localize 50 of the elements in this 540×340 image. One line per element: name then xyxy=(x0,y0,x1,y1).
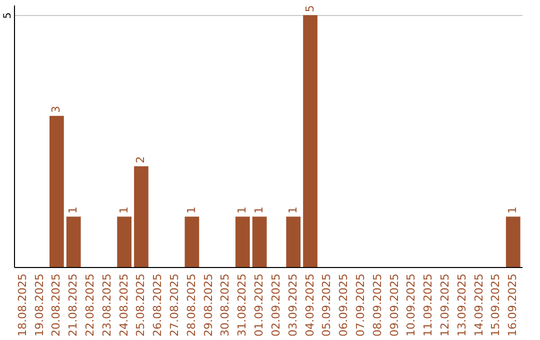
data-label: 1 xyxy=(286,206,300,214)
x-tick-label: 16.09.2025 xyxy=(506,274,520,336)
x-tick-label: 18.08.2025 xyxy=(16,274,29,336)
bar xyxy=(50,116,64,267)
x-tick-label: 27.08.2025 xyxy=(168,274,182,336)
bar xyxy=(117,216,132,267)
x-tick-label: 12.09.2025 xyxy=(438,274,452,336)
x-tick-label: 26.08.2025 xyxy=(151,274,164,336)
bar xyxy=(252,216,267,267)
x-tick-label: 14.09.2025 xyxy=(472,274,486,336)
data-label: 3 xyxy=(50,106,63,113)
x-tick-label: 02.09.2025 xyxy=(269,274,282,336)
bar xyxy=(235,216,250,267)
x-tick-label: 08.09.2025 xyxy=(370,274,384,336)
x-tick-label: 05.09.2025 xyxy=(320,274,334,336)
x-tick-label: 19.08.2025 xyxy=(32,274,46,336)
bar xyxy=(66,216,81,267)
x-tick-label: 31.08.2025 xyxy=(236,274,249,336)
x-tick-label: 06.09.2025 xyxy=(337,274,350,336)
data-label: 1 xyxy=(252,206,266,214)
x-tick-label: 03.09.2025 xyxy=(286,274,300,336)
bar xyxy=(286,216,301,267)
x-tick-label: 29.08.2025 xyxy=(202,274,215,336)
x-tick-label: 23.08.2025 xyxy=(100,274,114,336)
x-tick-label: 15.09.2025 xyxy=(489,274,502,336)
bar xyxy=(303,15,318,267)
data-label: 2 xyxy=(134,156,148,164)
x-tick-label: 13.09.2025 xyxy=(455,274,468,336)
x-tick-label: 22.08.2025 xyxy=(83,274,96,336)
data-label: 1 xyxy=(236,206,249,214)
data-label: 1 xyxy=(66,206,80,214)
x-tick-label: 21.08.2025 xyxy=(66,274,80,336)
x-tick-label: 01.09.2025 xyxy=(252,274,266,336)
bar xyxy=(506,216,520,267)
data-label: 1 xyxy=(184,206,198,214)
x-tick-label: 10.09.2025 xyxy=(404,274,418,336)
data-label: 5 xyxy=(303,5,316,12)
x-tick-label: 25.08.2025 xyxy=(134,274,148,336)
data-label: 1 xyxy=(506,206,520,214)
x-tick-label: 30.08.2025 xyxy=(218,274,232,336)
bar xyxy=(134,166,148,267)
x-tick-label: 20.08.2025 xyxy=(50,274,63,336)
x-tick-label: 04.09.2025 xyxy=(303,274,316,336)
x-tick-label: 09.09.2025 xyxy=(388,274,401,336)
data-label: 1 xyxy=(117,206,130,214)
x-tick-label: 28.08.2025 xyxy=(184,274,198,336)
x-tick-label: 24.08.2025 xyxy=(117,274,130,336)
x-tick-label: 07.09.2025 xyxy=(354,274,367,336)
bar xyxy=(184,216,200,267)
x-tick-label: 11.09.2025 xyxy=(422,274,435,336)
